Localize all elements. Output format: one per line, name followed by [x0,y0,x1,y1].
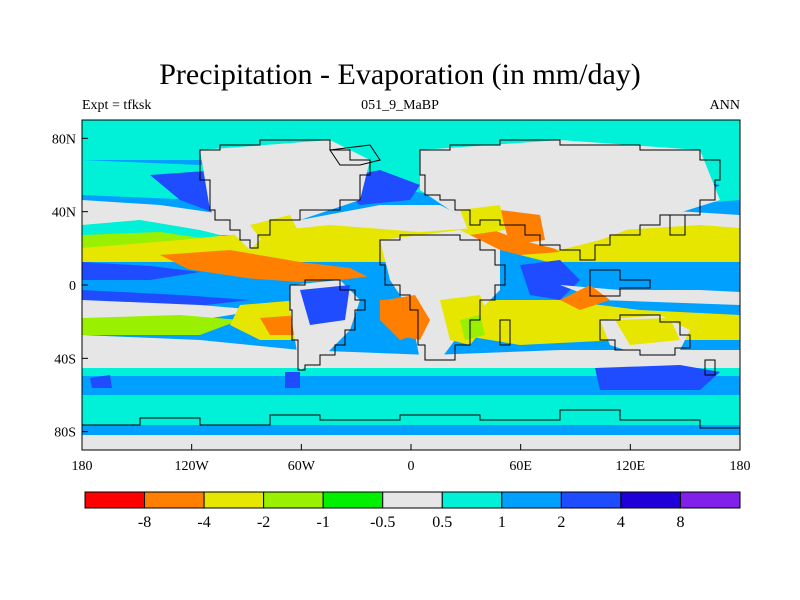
colorbar-label: -1 [317,514,330,531]
colorbar-label: 2 [557,514,565,531]
colorbar-label: -2 [257,514,270,531]
x-tick-label: 180 [72,459,93,474]
colorbar-label: 0.5 [432,514,452,531]
coast-africa [379,234,506,361]
colorbar-swatch [501,491,562,509]
field-itcz-darkblue-w [82,262,200,280]
field-itcz-darkblue-io [520,260,580,300]
land-africa-orange [385,295,430,340]
colorbar-label: 4 [617,514,625,531]
land-asia-orange [500,210,545,245]
coast-australia [599,314,691,356]
land-samerica-blue [300,285,350,325]
land-namerica-yellow [250,215,300,245]
colorbar-label: 1 [498,514,506,531]
field-smid-blue [82,376,740,395]
coast-south-america [289,279,366,371]
continent-north-america [200,140,370,250]
experiment-label: Expt = tfksk [82,98,152,113]
run-id-label: 051_9_MaBP [361,98,439,113]
y-tick-label: 0 [69,279,76,294]
field-smid-darkblue-io [595,365,720,390]
field-ssubtrop-orange-io [560,285,610,310]
y-tick-label: 80S [54,426,76,441]
continent-africa [380,230,500,360]
coast-japan [669,214,686,236]
x-tick-label: 60E [509,459,532,474]
field-antarctic-gray [82,435,740,450]
colorbar-swatch [203,491,265,509]
colorbar-swatch [560,491,622,509]
x-tick-label: 120E [616,459,646,474]
y-axis: 80N 40N 0 40S 80S [52,132,88,441]
colorbar: -8 -4 -2 -1 -0.5 0.5 1 2 4 8 [84,491,741,531]
colorbar-swatch [620,491,681,509]
colorbar-swatch [322,491,384,509]
field-smid-darkblue-sw [90,375,112,388]
land-australia-yellow [615,318,680,345]
map-title: Precipitation - Evaporation (in mm/day) [159,58,641,91]
colorbar-label: -4 [197,514,210,531]
colorbar-swatch [84,491,146,509]
period-label: ANN [709,98,740,113]
field-smid-darkblue-sp [285,372,300,388]
land-africa-green [460,315,485,340]
x-tick-label: 60W [288,459,316,474]
colorbar-label: -0.5 [370,514,395,531]
field-smid-gray [82,335,740,368]
colorbar-swatch [679,491,741,509]
colorbar-label: 8 [676,514,684,531]
colorbar-label: -8 [138,514,151,531]
coast-nz [704,359,716,376]
y-tick-label: 40S [54,352,76,367]
coast-madagascar [499,319,511,346]
coast-greenland [329,144,381,166]
x-tick-label: 120W [175,459,210,474]
y-tick-label: 40N [52,206,76,221]
x-tick-label: 180 [730,459,751,474]
x-axis: 180 120W 60W 0 60E 120E 180 [72,444,751,474]
colorbar-swatch [441,491,503,509]
field-ssubtrop-orange [260,315,300,335]
coast-indonesia [589,269,651,297]
field-sgray-1 [82,300,260,320]
field-ssubtrop-green [82,315,240,335]
colorbar-swatch [382,491,443,509]
coastlines [82,139,740,429]
colorbar-swatch [144,491,205,509]
x-tick-label: 0 [408,459,415,474]
y-tick-label: 80N [52,132,76,147]
coast-antarctica [82,409,740,429]
coast-north-america [199,139,371,249]
precip-evap-field [82,120,740,450]
coast-eurasia [419,139,721,261]
field-smid-cyan [82,368,740,376]
field-south-blue [82,425,740,435]
colorbar-swatch [263,491,324,509]
